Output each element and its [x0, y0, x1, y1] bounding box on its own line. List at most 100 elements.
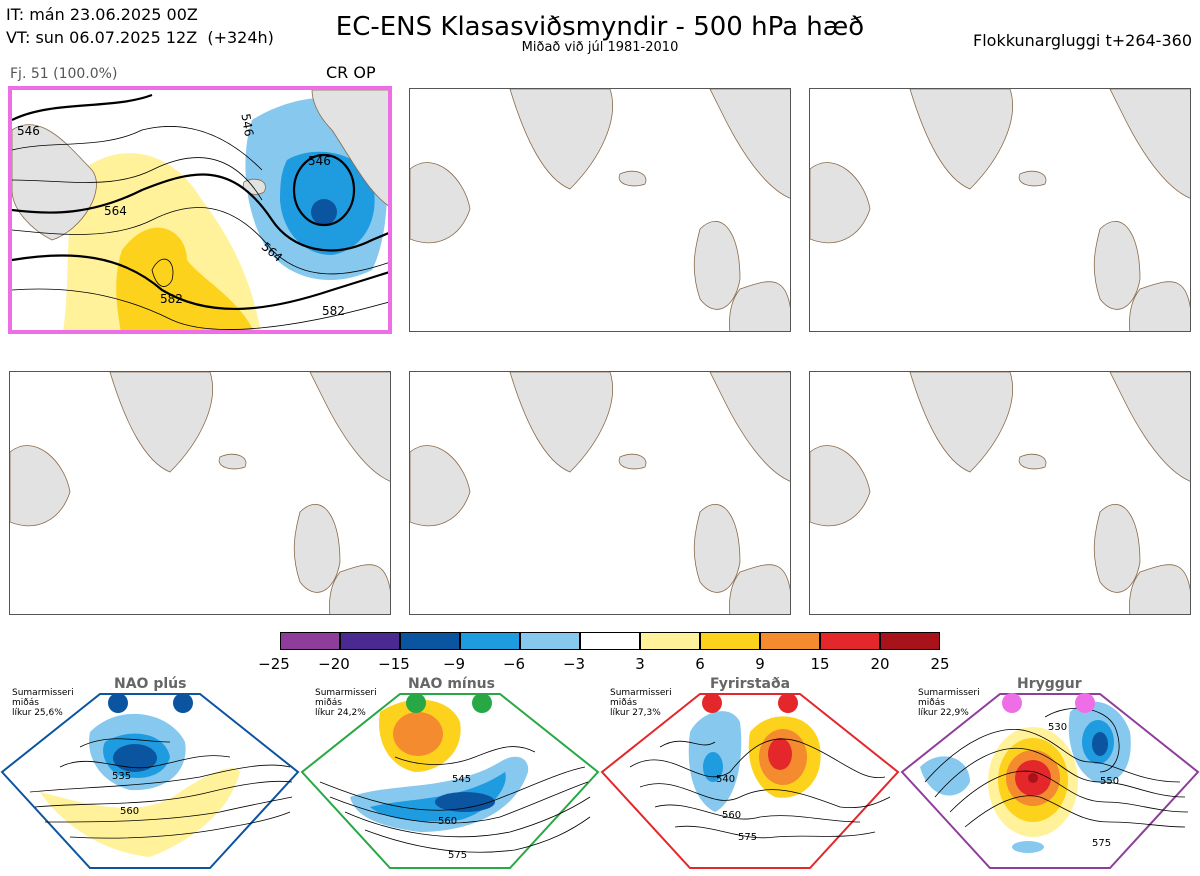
cluster-map-2[interactable]	[409, 88, 791, 332]
negative-anomaly-core	[435, 792, 495, 812]
colorbar-tick: −15	[378, 655, 410, 673]
contour-thin-b	[12, 157, 263, 201]
page-title: EC-ENS Klasasviðsmyndir - 500 hPa hæð	[335, 12, 865, 42]
regime-map: 535 560	[0, 693, 300, 869]
positive-anomaly	[40, 768, 240, 857]
contour-label: 546	[308, 154, 331, 168]
colorbar-segment	[760, 632, 820, 650]
contour-thin-a	[12, 126, 263, 171]
colorbar-segment	[460, 632, 520, 650]
colorbar-tick: 3	[635, 655, 645, 673]
regime-title: NAO plús	[114, 676, 187, 692]
contour-label: 582	[160, 292, 183, 306]
contour-582	[12, 254, 388, 310]
contour-label: 575	[1092, 838, 1111, 849]
map-background	[410, 89, 790, 331]
colorbar-segment	[700, 632, 760, 650]
cluster-tag: CR OP	[326, 63, 376, 82]
cluster-map-1[interactable]: 546 546 546 564 564 582 582	[8, 86, 392, 334]
negative-anomaly-core	[311, 199, 337, 225]
contour-label: 575	[738, 832, 757, 843]
positive-anomaly-medium	[116, 227, 254, 330]
contour-thin-c	[12, 207, 388, 275]
colorbar-segment	[820, 632, 880, 650]
cluster-map-3[interactable]	[809, 88, 1191, 332]
regime-marker	[173, 693, 193, 713]
contour-label: 564	[104, 204, 127, 218]
cluster-map-4[interactable]	[9, 371, 391, 615]
contour-label: 560	[722, 810, 741, 821]
regime-marker	[1002, 693, 1022, 713]
colorbar-tick: −20	[318, 655, 350, 673]
header-valid-time: VT: sun 06.07.2025 12Z (+324h)	[6, 28, 274, 47]
regime-marker	[406, 693, 426, 713]
positive-anomaly-core	[1028, 773, 1038, 783]
contour-label: 550	[1100, 776, 1119, 787]
colorbar-tick: −25	[258, 655, 290, 673]
contour-label: 545	[452, 774, 471, 785]
regime-ridge[interactable]: 530 550 575 Hryggur Sumarmisseri miðás l…	[900, 672, 1200, 872]
colorbar-segment	[520, 632, 580, 650]
map-background	[810, 89, 1190, 331]
negative-anomaly-core	[113, 744, 157, 772]
contour-label: 575	[448, 850, 467, 861]
colorbar-tick: −3	[562, 655, 586, 673]
contour-thin-closed	[151, 258, 174, 287]
contour-546-low	[292, 153, 356, 227]
regime-title: Fyrirstaða	[710, 676, 791, 692]
regime-nao-plus[interactable]: 535 560 NAO plús Sumarmisseri miðás líku…	[0, 672, 300, 872]
colorbar-tick: 15	[810, 655, 830, 673]
colorbar-tick: −6	[502, 655, 526, 673]
negative-anomaly-south	[1012, 841, 1044, 853]
negative-anomaly-west	[920, 756, 970, 796]
map-background	[410, 372, 790, 614]
regime-frame	[600, 693, 900, 869]
classification-window: Flokkunargluggi t+264-360	[973, 31, 1192, 50]
contour-label: 546	[17, 124, 40, 138]
contour-label: 540	[716, 774, 735, 785]
regime-map: 540 560 575	[600, 693, 900, 869]
colorbar-segment	[280, 632, 340, 650]
cluster-map-5[interactable]	[409, 371, 791, 615]
map-background	[810, 372, 1190, 614]
positive-anomaly-core	[768, 738, 792, 770]
cluster-count-label: Fj. 51 (100.0%)	[10, 66, 118, 82]
colorbar-tick: 25	[930, 655, 950, 673]
colorbar-tick: 6	[695, 655, 705, 673]
positive-anomaly-core	[393, 712, 443, 756]
regime-note: Sumarmisseri miðás líkur 27,3%	[610, 688, 672, 718]
cluster-map-6[interactable]	[809, 371, 1191, 615]
regime-marker	[108, 693, 128, 713]
regime-map: 530 550 575	[900, 693, 1200, 869]
contour-label: 560	[120, 806, 139, 817]
negative-anomaly-east-core	[1092, 732, 1108, 756]
negative-anomaly-medium	[703, 752, 723, 782]
header-init-time: IT: mán 23.06.2025 00Z	[6, 5, 198, 24]
regime-note: Sumarmisseri miðás líkur 24,2%	[315, 688, 377, 718]
regime-note: Sumarmisseri miðás líkur 25,6%	[12, 688, 74, 718]
regime-title: Hryggur	[1017, 676, 1082, 692]
regime-nao-minus[interactable]: 545 560 575 NAO mínus Sumarmisseri miðás…	[300, 672, 600, 872]
contour-564	[12, 173, 388, 252]
contour-label: 530	[1048, 722, 1067, 733]
regime-note: Sumarmisseri miðás líkur 22,9%	[918, 688, 980, 718]
colorbar-tick: −9	[442, 655, 466, 673]
cluster-map-1-svg: 546 546 546 564 564 582 582	[12, 90, 388, 330]
regime-marker	[1075, 693, 1095, 713]
regime-blocking[interactable]: 540 560 575 Fyrirstaða Sumarmisseri miðá…	[600, 672, 900, 872]
regime-marker	[778, 693, 798, 713]
land-scandinavia	[311, 90, 388, 206]
colorbar-segment	[640, 632, 700, 650]
regime-marker	[702, 693, 722, 713]
contour-label: 582	[322, 304, 345, 318]
colorbar-segment	[340, 632, 400, 650]
contour-label: 546	[238, 112, 256, 137]
colorbar-segment	[400, 632, 460, 650]
regime-map: 545 560 575	[300, 693, 600, 869]
contour-546	[12, 93, 153, 121]
contour-label: 560	[438, 816, 457, 827]
contour-label: 535	[112, 771, 131, 782]
colorbar-tick: 9	[755, 655, 765, 673]
colorbar-segment	[580, 632, 640, 650]
contour-thin-d	[12, 288, 388, 330]
